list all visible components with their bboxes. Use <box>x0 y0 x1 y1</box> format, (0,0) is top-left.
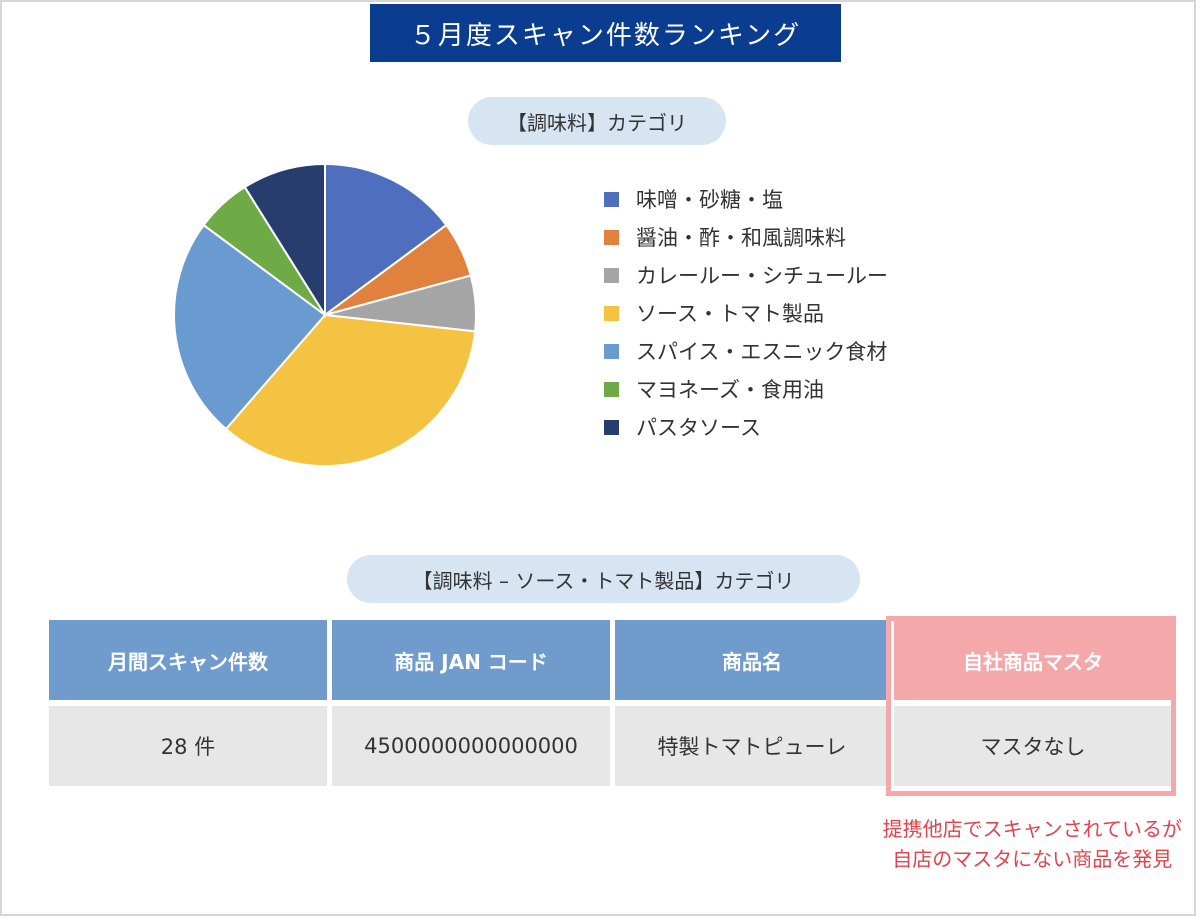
header-monthly-scan-count: 月間スキャン件数 <box>49 620 327 700</box>
legend-item: スパイス・エスニック食材 <box>604 332 888 370</box>
scan-ranking-table: 月間スキャン件数 商品 JAN コード 商品名 自社商品マスタ 28 件 450… <box>44 620 1177 786</box>
cell-jan-code: 4500000000000000 <box>332 700 610 786</box>
cell-scan-count: 28 件 <box>49 700 327 786</box>
note-line-2: 自店のマスタにない商品を発見 <box>892 847 1173 871</box>
report-title: ５月度スキャン件数ランキング <box>370 4 841 62</box>
legend-item: 醤油・酢・和風調味料 <box>604 218 888 256</box>
table-category-caption: 【調味料 – ソース・トマト製品】カテゴリ <box>347 555 860 603</box>
pie-slice-1 <box>324 162 448 317</box>
pie-slice-5 <box>173 223 327 431</box>
annotation-note: 提携他店でスキャンされているが 自店のマスタにない商品を発見 <box>792 814 1182 874</box>
legend-swatch <box>604 343 619 359</box>
pie-slice-7 <box>243 162 326 319</box>
legend-swatch <box>604 267 619 283</box>
legend-swatch <box>604 305 619 321</box>
legend-label: 醤油・酢・和風調味料 <box>636 226 846 250</box>
legend-label: スパイス・エスニック食材 <box>636 340 888 364</box>
pie-category-caption: 【調味料】カテゴリ <box>468 97 726 145</box>
cell-product-name: 特製トマトピューレ <box>615 700 889 786</box>
legend-label: カレールー・シチュールー <box>636 264 888 288</box>
legend-item: 味噌・砂糖・塩 <box>604 180 888 218</box>
legend-item: ソース・トマト製品 <box>604 294 888 332</box>
table-header-row: 月間スキャン件数 商品 JAN コード 商品名 自社商品マスタ <box>49 620 1172 700</box>
table-row: 28 件 4500000000000000 特製トマトピューレ マスタなし <box>49 700 1172 786</box>
cell-master-status: マスタなし <box>894 700 1172 786</box>
legend-label: パスタソース <box>636 416 761 440</box>
legend-label: 味噌・砂糖・塩 <box>636 188 783 212</box>
legend-swatch <box>604 381 619 397</box>
note-line-1: 提携他店でスキャンされているが <box>882 817 1182 841</box>
pie-legend: 味噌・砂糖・塩醤油・酢・和風調味料カレールー・シチュールー ソース・トマト製品スパ… <box>604 180 888 446</box>
pie-chart <box>173 162 477 468</box>
legend-item: カレールー・シチュールー <box>604 256 888 294</box>
legend-label: ソース・トマト製品 <box>636 302 824 326</box>
header-product-name: 商品名 <box>615 620 889 700</box>
header-jan-code: 商品 JAN コード <box>332 620 610 700</box>
legend-item: マヨネーズ・食用油 <box>604 370 888 408</box>
legend-item: パスタソース <box>604 408 888 446</box>
legend-label: マヨネーズ・食用油 <box>636 378 824 402</box>
legend-swatch <box>604 229 619 245</box>
header-own-product-master: 自社商品マスタ <box>894 620 1172 700</box>
legend-swatch <box>604 191 619 207</box>
legend-swatch <box>604 419 619 435</box>
pie-slice-4 <box>224 313 477 468</box>
